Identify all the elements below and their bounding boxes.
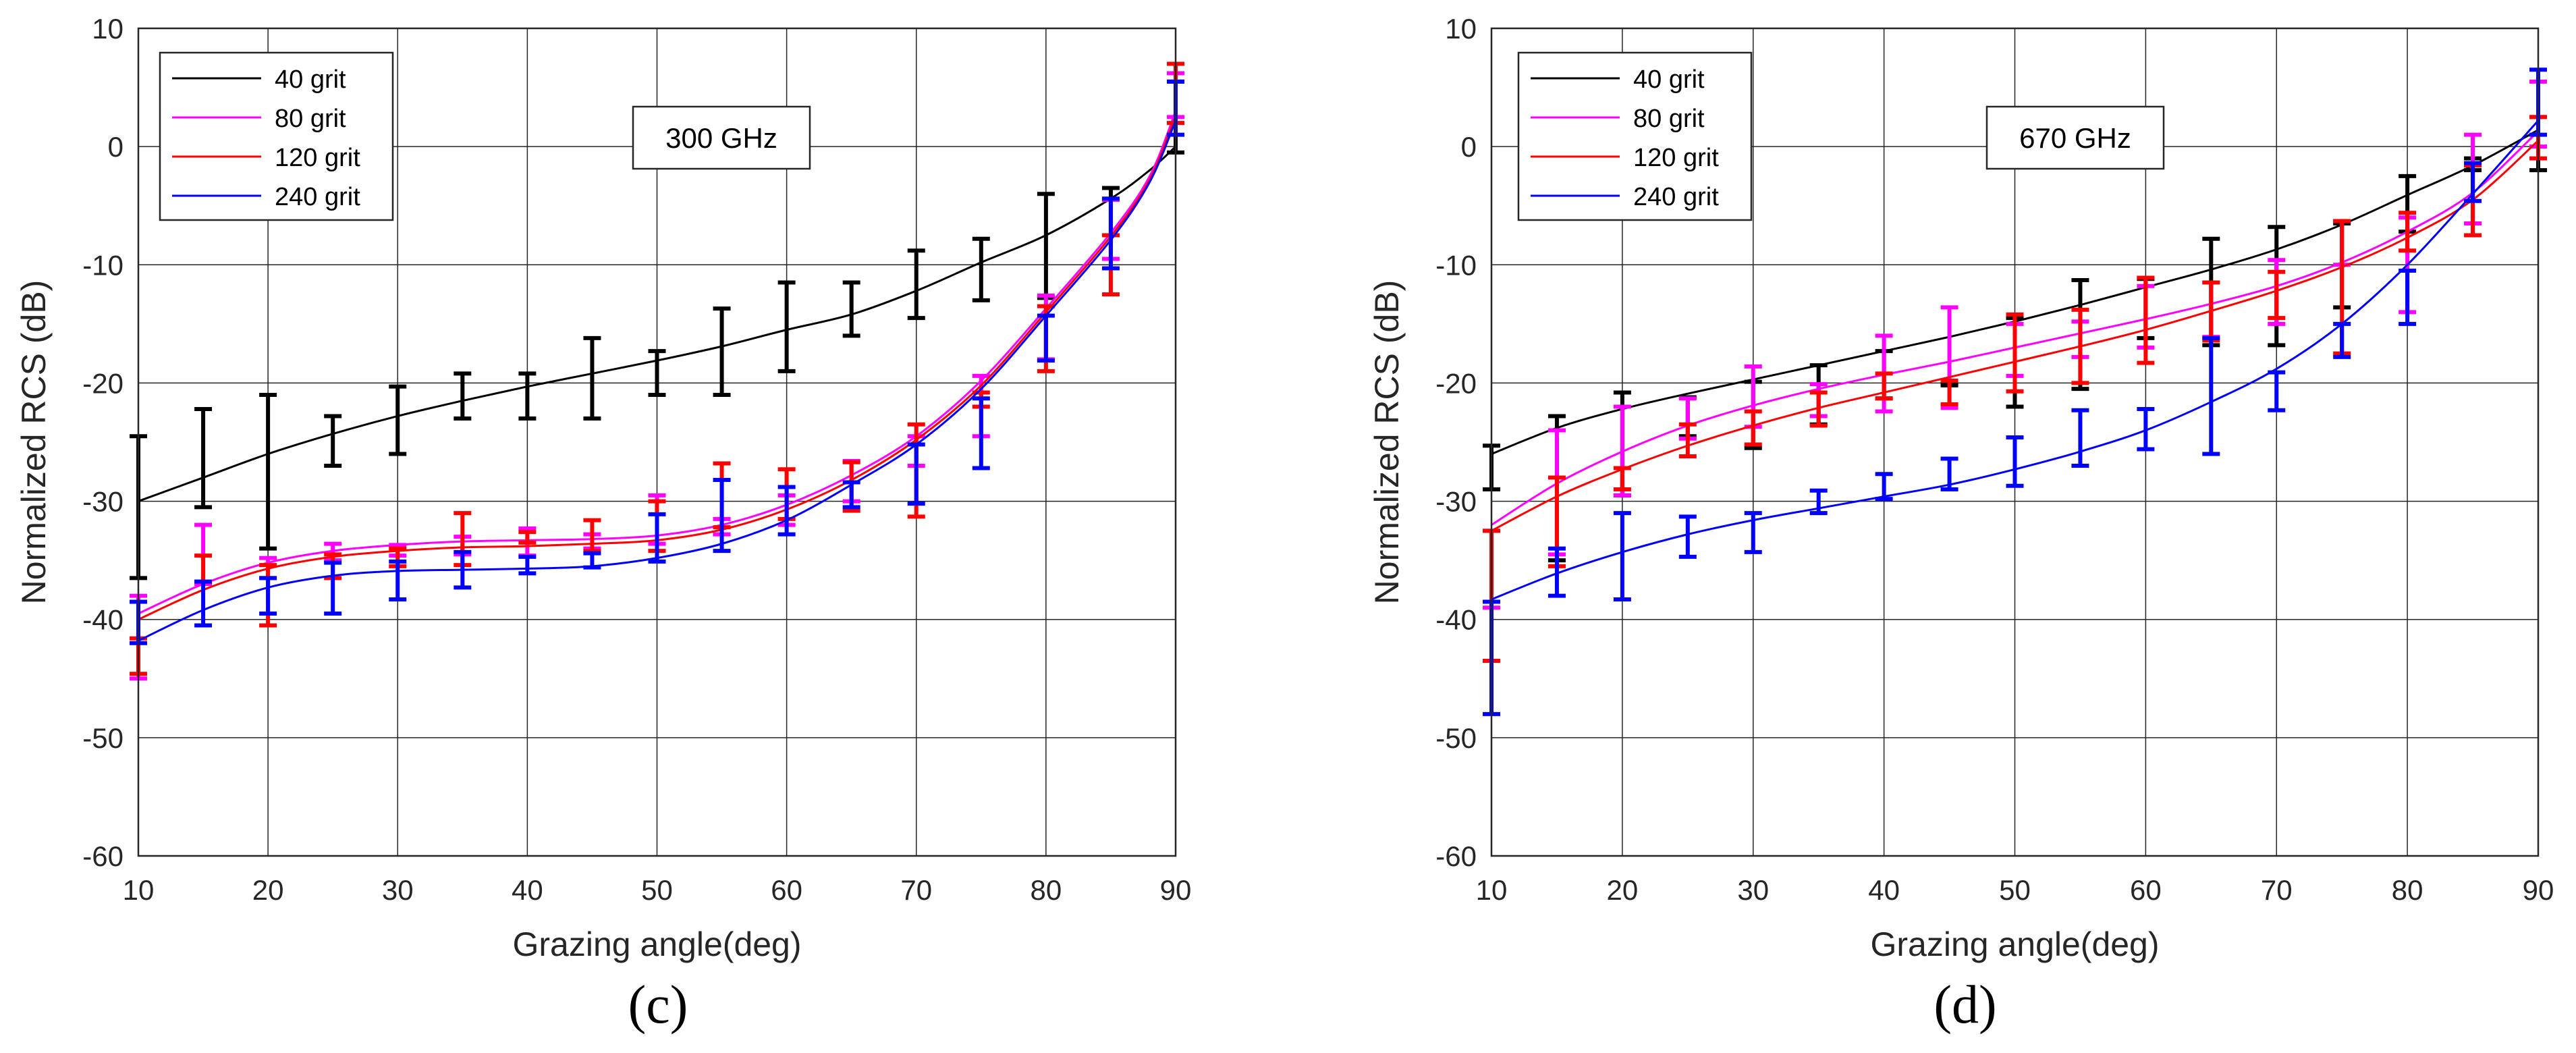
x-axis-label: Grazing angle(deg)	[512, 925, 801, 963]
panel-label-d: (d)	[1934, 975, 1996, 1035]
annotation-box	[1985, 105, 2165, 170]
y-tick-label: -60	[82, 840, 124, 872]
annotation-box	[632, 105, 811, 170]
x-tick-label: 20	[1607, 874, 1639, 906]
y-tick-label: 10	[1445, 13, 1477, 45]
legend-box	[159, 51, 394, 221]
y-tick-label: 10	[92, 13, 124, 45]
x-tick-label: 20	[252, 874, 284, 906]
y-tick-label: -20	[82, 367, 124, 399]
x-tick-label: 70	[900, 874, 932, 906]
panel-label-c: (c)	[628, 975, 688, 1035]
y-tick-label: 0	[1461, 131, 1477, 163]
plot-border	[1490, 27, 2540, 857]
y-tick-label: -10	[82, 249, 124, 281]
x-axis-label: Grazing angle(deg)	[1870, 925, 2159, 963]
annotation-label: 670 GHz	[2019, 122, 2131, 154]
y-axis-label: Normalized RCS (dB)	[1368, 280, 1406, 605]
y-tick-label: -30	[82, 486, 124, 518]
series-line	[1491, 140, 2540, 532]
x-tick-label: 10	[123, 874, 155, 906]
legend-label: 120 grit	[1633, 144, 1719, 172]
plot-border	[137, 27, 1177, 857]
legend: 40 grit 80 grit 120 grit 240 grit	[1517, 51, 1753, 221]
legend-box	[1517, 51, 1753, 221]
legend-label: 240 grit	[275, 183, 360, 211]
legend-label: 240 grit	[1633, 183, 1719, 211]
legend-label: 80 grit	[1633, 105, 1705, 133]
legend-label: 40 grit	[1633, 65, 1705, 94]
chart-d: 10 20 30 40 50 60 70 80 90 -60 -50 -40 -30 -20 -10 0 10 G…	[1368, 13, 2554, 963]
series-line	[138, 120, 1177, 642]
legend-label: 40 grit	[275, 65, 346, 94]
y-tick-label: -40	[82, 604, 124, 636]
x-tick-label: 90	[2523, 874, 2554, 906]
y-tick-label: -20	[1435, 367, 1477, 399]
x-tick-label: 90	[1160, 874, 1192, 906]
chart-c: 10 20 30 40 50 60 70 80 90 -60 -50 -40 -30 -20 -10 0 10 G…	[15, 13, 1191, 963]
x-tick-label: 80	[1031, 874, 1062, 906]
x-tick-label: 30	[382, 874, 414, 906]
legend: 40 grit 80 grit 120 grit 240 grit	[159, 51, 394, 221]
series-line	[1491, 119, 2540, 601]
annotation-label: 300 GHz	[665, 122, 777, 154]
y-tick-label: -50	[1435, 722, 1477, 754]
x-tick-label: 40	[1868, 874, 1900, 906]
y-tick-label: -60	[1435, 840, 1477, 872]
y-tick-label: 0	[108, 131, 124, 163]
x-tick-label: 50	[641, 874, 673, 906]
series-line	[138, 146, 1177, 502]
y-tick-label: -40	[1435, 604, 1477, 636]
x-tick-label: 70	[2261, 874, 2293, 906]
y-axis-label: Normalized RCS (dB)	[15, 280, 53, 605]
x-tick-label: 50	[1999, 874, 2031, 906]
x-tick-label: 30	[1737, 874, 1769, 906]
series-line	[1491, 129, 2539, 455]
y-tick-label: -30	[1435, 486, 1477, 518]
legend-label: 80 grit	[275, 105, 346, 133]
x-tick-label: 60	[2130, 874, 2162, 906]
x-tick-label: 10	[1476, 874, 1508, 906]
x-tick-label: 60	[771, 874, 802, 906]
x-tick-label: 40	[512, 874, 543, 906]
x-tick-label: 80	[2392, 874, 2423, 906]
legend-label: 120 grit	[275, 144, 360, 172]
y-tick-label: -50	[82, 722, 124, 754]
series-40-grit	[130, 79, 1184, 580]
y-tick-label: -10	[1435, 249, 1477, 281]
